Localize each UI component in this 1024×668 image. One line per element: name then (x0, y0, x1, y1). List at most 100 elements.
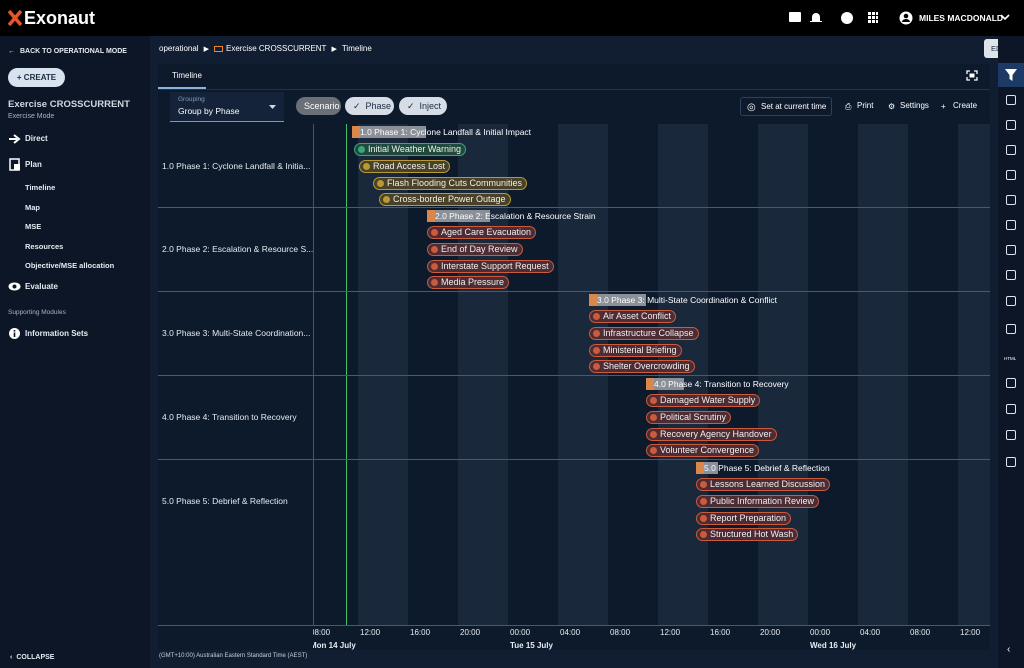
action-icon: ◎ (747, 102, 756, 113)
breadcrumb-item[interactable]: Exercise CROSSCURRENT (226, 44, 326, 53)
inject-title: Media Pressure (441, 277, 504, 287)
rail-icon[interactable] (1006, 245, 1016, 255)
inject-pill[interactable]: Flash Flooding Cuts Communities (373, 177, 527, 190)
inject-pill[interactable]: End of Day Review (427, 243, 523, 256)
phase-title[interactable]: 1.0 Phase 1: Cyclone Landfall & Initial … (360, 127, 531, 137)
check-icon: ✓ (353, 101, 361, 111)
inject-pill[interactable]: Report Preparation (696, 512, 791, 525)
timezone: (GMT+10:00) Australian Eastern Standard … (159, 653, 307, 659)
create-button[interactable]: + CREATE (8, 68, 65, 87)
rail-collapse[interactable]: ‹ (1007, 644, 1010, 655)
inject-title: Political Scrutiny (660, 412, 726, 422)
collapse-button[interactable]: ‹COLLAPSE (10, 654, 54, 661)
inject-pill[interactable]: Infrastructure Collapse (589, 327, 699, 340)
phase-title[interactable]: 5.0 Phase 5: Debrief & Reflection (704, 463, 830, 473)
inject-pill[interactable]: Aged Care Evacuation (427, 226, 536, 239)
inject-pill[interactable]: Lessons Learned Discussion (696, 478, 830, 491)
rail-icon[interactable] (1006, 120, 1016, 130)
rail-icon[interactable] (1006, 457, 1016, 467)
inject-title: Report Preparation (710, 513, 786, 523)
inject-pill[interactable]: Shelter Overcrowding (589, 360, 695, 373)
phase-title[interactable]: 3.0 Phase 3: Multi-State Coordination & … (597, 295, 777, 305)
rail-icon[interactable] (1006, 296, 1016, 306)
rail-icon[interactable] (1006, 170, 1016, 180)
user-avatar[interactable] (899, 11, 913, 25)
back-link[interactable]: ←BACK TO OPERATIONAL MODE (8, 48, 127, 55)
inject-pill[interactable]: Interstate Support Request (427, 260, 554, 273)
inject-title: Shelter Overcrowding (603, 361, 690, 371)
rail-icon[interactable] (1006, 378, 1016, 388)
nav-information-sets[interactable]: Information Sets (25, 329, 88, 338)
group-label: 2.0 Phase 2: Escalation & Resource S... (162, 244, 313, 254)
nav-direct[interactable]: Direct (25, 134, 48, 143)
inject-title: Structured Hot Wash (710, 529, 793, 539)
phase-title[interactable]: 4.0 Phase 4: Transition to Recovery (654, 379, 789, 389)
toolbar-action[interactable]: ⎙Print (845, 101, 873, 110)
info-icon (9, 328, 20, 339)
inject-pill[interactable]: Air Asset Conflict (589, 310, 676, 323)
rail-icon[interactable] (1006, 220, 1016, 230)
inject-title: Recovery Agency Handover (660, 429, 772, 439)
rail-icon[interactable] (1006, 95, 1016, 105)
fullscreen-icon[interactable] (966, 70, 978, 81)
nav-evaluate[interactable]: Evaluate (25, 282, 58, 291)
inject-pill[interactable]: Public Information Review (696, 495, 819, 508)
inject-pill[interactable]: Cross-border Power Outage (379, 193, 511, 206)
rail-html-label[interactable]: HTML (1004, 356, 1016, 361)
toolbar-action[interactable]: ⚙Settings (888, 101, 929, 110)
inject-icon (363, 163, 370, 170)
filter-chip[interactable]: ✓Phase (345, 97, 394, 115)
rail-icon[interactable] (1006, 145, 1016, 155)
user-name[interactable]: MILES MACDONALD (919, 13, 1003, 23)
rail-icon[interactable] (1006, 324, 1016, 334)
group-divider (158, 459, 990, 460)
inject-pill[interactable]: Media Pressure (427, 276, 509, 289)
rail-icon[interactable] (1006, 270, 1016, 280)
date-label: Wed 16 July (810, 641, 856, 650)
inject-title: Initial Weather Warning (368, 144, 461, 154)
tab-timeline[interactable]: Timeline (172, 71, 202, 80)
inject-pill[interactable]: Initial Weather Warning (354, 143, 466, 156)
inject-pill[interactable]: Damaged Water Supply (646, 394, 760, 407)
inject-pill[interactable]: Political Scrutiny (646, 411, 731, 424)
inject-pill[interactable]: Road Access Lost (359, 160, 450, 173)
rail-icon[interactable] (1006, 430, 1016, 440)
filter-chip[interactable]: Scenario (296, 97, 341, 115)
user-menu-caret[interactable] (1000, 14, 1010, 22)
toolbar-action[interactable]: ◎ Set at current time (740, 97, 832, 116)
rail-icon[interactable] (1006, 404, 1016, 414)
nav-plan-item[interactable]: Objective/MSE allocation (25, 261, 114, 270)
grouping-select[interactable]: Grouping Group by Phase (170, 92, 284, 122)
inject-title: Volunteer Convergence (660, 445, 754, 455)
phase-title[interactable]: 2.0 Phase 2: Escalation & Resource Strai… (435, 211, 596, 221)
inject-icon (650, 431, 657, 438)
breadcrumb-item[interactable]: operational (159, 44, 199, 53)
breadcrumb-item[interactable]: Timeline (342, 44, 372, 53)
filter-chip[interactable]: ✓Inject (399, 97, 447, 115)
check-icon: ✓ (407, 101, 415, 111)
inject-pill[interactable]: Volunteer Convergence (646, 444, 759, 457)
nav-plan[interactable]: Plan (25, 160, 42, 169)
filter-icon (1005, 69, 1017, 81)
supporting-heading: Supporting Modules (8, 309, 66, 316)
action-label: Settings (900, 101, 929, 110)
nav-plan-item[interactable]: MSE (25, 222, 41, 231)
nav-plan-item[interactable]: Map (25, 203, 40, 212)
inject-pill[interactable]: Recovery Agency Handover (646, 428, 777, 441)
rail-icon[interactable] (1006, 195, 1016, 205)
rail-filter-active[interactable] (998, 63, 1024, 87)
phase-bar-start (352, 126, 360, 138)
inject-title: Damaged Water Supply (660, 395, 755, 405)
toolbar-action[interactable]: +Create (941, 101, 977, 110)
tab-divider (158, 89, 990, 90)
inject-icon (431, 279, 438, 286)
inject-pill[interactable]: Structured Hot Wash (696, 528, 798, 541)
inject-title: Aged Care Evacuation (441, 227, 531, 237)
time-tick-label: 20:00 (460, 628, 480, 637)
action-label: Set at current time (761, 102, 826, 111)
phase-bar-start (589, 294, 597, 306)
inject-pill[interactable]: Ministerial Briefing (589, 344, 682, 357)
time-tick-label: 16:00 (410, 628, 430, 637)
nav-plan-item[interactable]: Timeline (25, 183, 55, 192)
nav-plan-item[interactable]: Resources (25, 242, 63, 251)
